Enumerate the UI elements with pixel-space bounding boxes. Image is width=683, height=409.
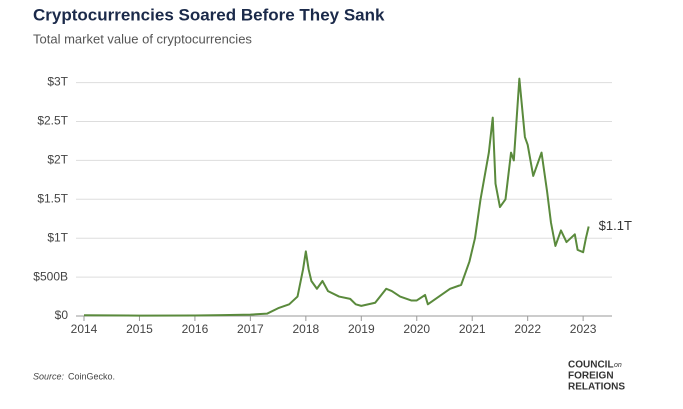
chart-title: Cryptocurrencies Soared Before They Sank	[33, 5, 385, 24]
x-tick-label: 2017	[237, 322, 264, 336]
x-tick-label: 2014	[71, 322, 98, 336]
x-tick-label: 2023	[570, 322, 597, 336]
y-tick-label: $1.5T	[37, 191, 68, 205]
line	[83, 77, 590, 317]
logo: on	[614, 362, 622, 369]
logo: COUNCIL	[568, 360, 614, 371]
y-tick-label: $1T	[47, 230, 68, 244]
y-tick-label: $3T	[47, 75, 68, 89]
y-tick-label: $2.5T	[37, 114, 68, 128]
y-tick-label: $2T	[47, 153, 68, 167]
x-tick-label: 2020	[403, 322, 430, 336]
logo: FOREIGN	[568, 371, 614, 382]
x-tick-label: 2016	[182, 322, 209, 336]
x-tick-label: 2018	[292, 322, 319, 336]
source: CoinGecko.	[68, 371, 115, 381]
x-tick-label: 2019	[348, 322, 375, 336]
chart-subtitle: Total market value of cryptocurrencies	[33, 31, 252, 46]
end-label: $1.1T	[599, 218, 632, 233]
x-tick-label: 2021	[459, 322, 486, 336]
x-tick-label: 2022	[514, 322, 541, 336]
x-tick-label: 2015	[126, 322, 153, 336]
y-tick-label: $0	[55, 308, 69, 322]
source-label: Source:	[33, 371, 65, 381]
logo: RELATIONS	[568, 382, 625, 393]
y-tick-label: $500B	[33, 269, 68, 283]
